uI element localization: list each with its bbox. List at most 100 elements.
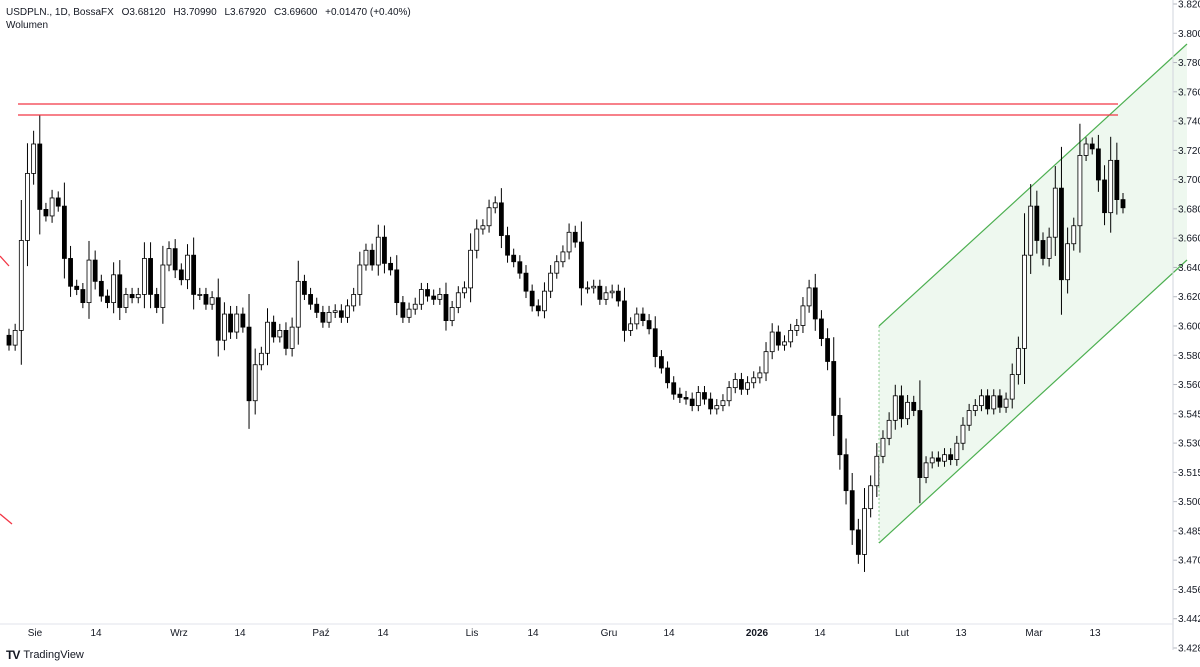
candle-body <box>185 254 190 281</box>
candle <box>382 225 387 274</box>
candle <box>855 518 861 564</box>
candle-body <box>911 401 917 411</box>
candle <box>948 448 954 466</box>
x-tick-label: Wrz <box>170 628 188 639</box>
candle <box>203 287 209 310</box>
candle-body <box>455 292 461 308</box>
candle <box>43 202 49 222</box>
candle <box>160 245 166 324</box>
candle-body <box>49 197 55 217</box>
candle-body <box>708 398 714 410</box>
candle-body <box>1003 398 1009 408</box>
candle <box>911 395 917 417</box>
candle <box>1022 213 1027 385</box>
candle-body <box>960 424 966 444</box>
candle-body <box>320 312 326 323</box>
candle-body <box>634 313 640 325</box>
candle-body <box>1108 159 1114 214</box>
channel-upper-line <box>878 43 1188 327</box>
candle <box>258 346 264 371</box>
candle <box>991 389 997 415</box>
candle <box>178 263 184 286</box>
candle-body <box>289 326 295 349</box>
candle <box>751 371 757 389</box>
candle-body <box>1059 187 1064 281</box>
candle-body <box>308 294 313 305</box>
candle-body <box>523 272 529 292</box>
candle <box>295 260 301 345</box>
candle <box>338 304 344 323</box>
candle-body <box>923 462 929 478</box>
candle <box>745 376 750 395</box>
candle-body <box>628 323 634 331</box>
candle <box>935 451 941 467</box>
candle-body <box>363 249 369 266</box>
candle-body <box>92 259 98 282</box>
candle-body <box>917 410 923 478</box>
y-tick-label: 3.42800 <box>1178 644 1200 655</box>
candle <box>886 412 892 446</box>
candle-body <box>314 303 320 313</box>
candle-body <box>646 320 652 330</box>
candle <box>837 397 843 470</box>
candle <box>597 279 603 305</box>
symbol-label[interactable]: USDPLN., 1D, BossaFX <box>6 7 114 18</box>
candle-body <box>880 437 886 457</box>
x-tick-label: Mar <box>1025 628 1043 639</box>
candle-body <box>1040 240 1046 259</box>
candle-body <box>812 287 818 320</box>
candle-body <box>197 294 203 296</box>
candle <box>1077 123 1083 253</box>
y-tick-label: 3.56000 <box>1178 380 1200 391</box>
candle <box>1065 227 1071 294</box>
candle-body <box>86 259 92 304</box>
candle <box>1114 142 1120 215</box>
candle-body <box>886 419 892 439</box>
candle <box>425 282 430 302</box>
candle <box>652 316 658 368</box>
candle <box>49 189 55 223</box>
candle <box>868 475 874 518</box>
candle <box>351 287 357 312</box>
candle-body <box>117 274 123 308</box>
candle <box>228 305 233 339</box>
candle-body <box>468 249 474 289</box>
y-tick-label: 3.47000 <box>1178 556 1200 567</box>
candle-body <box>560 251 566 263</box>
candle <box>554 255 560 279</box>
trend-line-fragment-top <box>0 255 10 267</box>
candle-body <box>252 364 258 402</box>
candle <box>591 279 597 294</box>
candle <box>18 199 24 365</box>
trend-line-fragment-bottom <box>0 513 13 525</box>
candle <box>560 245 566 268</box>
candle <box>222 302 227 351</box>
candle <box>960 417 966 451</box>
candle <box>1009 363 1015 409</box>
candle <box>129 287 135 304</box>
candle <box>812 273 818 331</box>
tradingview-branding[interactable]: TV TradingView <box>6 648 84 662</box>
candle <box>166 241 172 272</box>
x-tick-label: 14 <box>814 628 826 639</box>
candle <box>1040 232 1046 266</box>
candle-body <box>271 321 277 338</box>
candle <box>511 248 517 268</box>
candle <box>585 281 590 294</box>
candle-body <box>80 289 86 304</box>
volume-indicator-label[interactable]: Wolumen <box>6 20 49 31</box>
candle <box>874 443 880 498</box>
candle <box>578 221 584 306</box>
candle-body <box>849 490 855 531</box>
candle-body <box>782 341 787 346</box>
candle-body <box>6 334 12 346</box>
candle-body <box>31 143 37 174</box>
candle <box>683 390 689 405</box>
candle <box>548 265 554 299</box>
candle <box>517 255 523 279</box>
candle <box>480 219 486 235</box>
x-tick-label: 14 <box>377 628 389 639</box>
candle-body <box>418 289 424 305</box>
candle-body <box>566 231 572 253</box>
